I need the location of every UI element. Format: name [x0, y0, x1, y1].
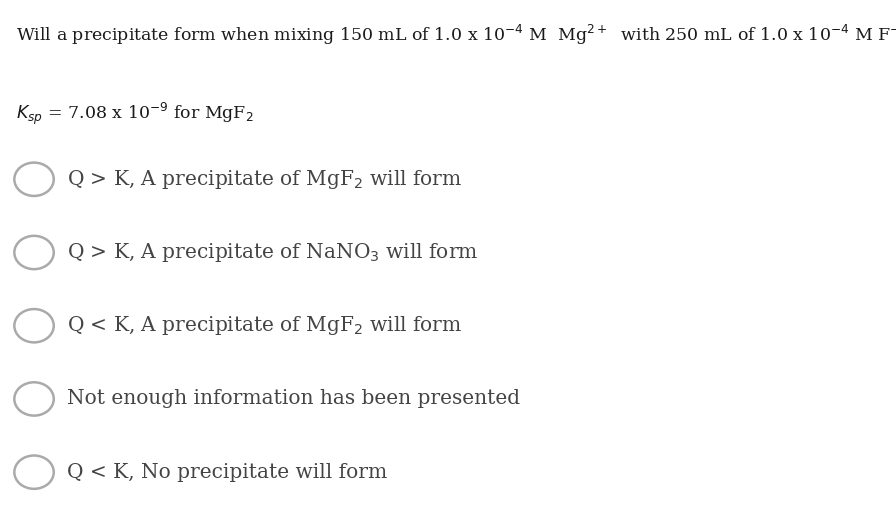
- Text: Will a precipitate form when mixing 150 mL of 1.0 x 10$^{-4}$ M  Mg$^{2+}$  with: Will a precipitate form when mixing 150 …: [16, 23, 896, 47]
- Text: $\mathit{K}_{\mathit{sp}}$ = 7.08 x 10$^{-9}$ for MgF$_2$: $\mathit{K}_{\mathit{sp}}$ = 7.08 x 10$^…: [16, 101, 254, 127]
- Text: Not enough information has been presented: Not enough information has been presente…: [67, 389, 521, 409]
- Text: Q < K, No precipitate will form: Q < K, No precipitate will form: [67, 463, 387, 482]
- Text: Q > K, A precipitate of MgF$_2$ will form: Q > K, A precipitate of MgF$_2$ will for…: [67, 168, 462, 191]
- Text: Q < K, A precipitate of MgF$_2$ will form: Q < K, A precipitate of MgF$_2$ will for…: [67, 314, 462, 337]
- Text: Q > K, A precipitate of NaNO$_3$ will form: Q > K, A precipitate of NaNO$_3$ will fo…: [67, 241, 478, 264]
